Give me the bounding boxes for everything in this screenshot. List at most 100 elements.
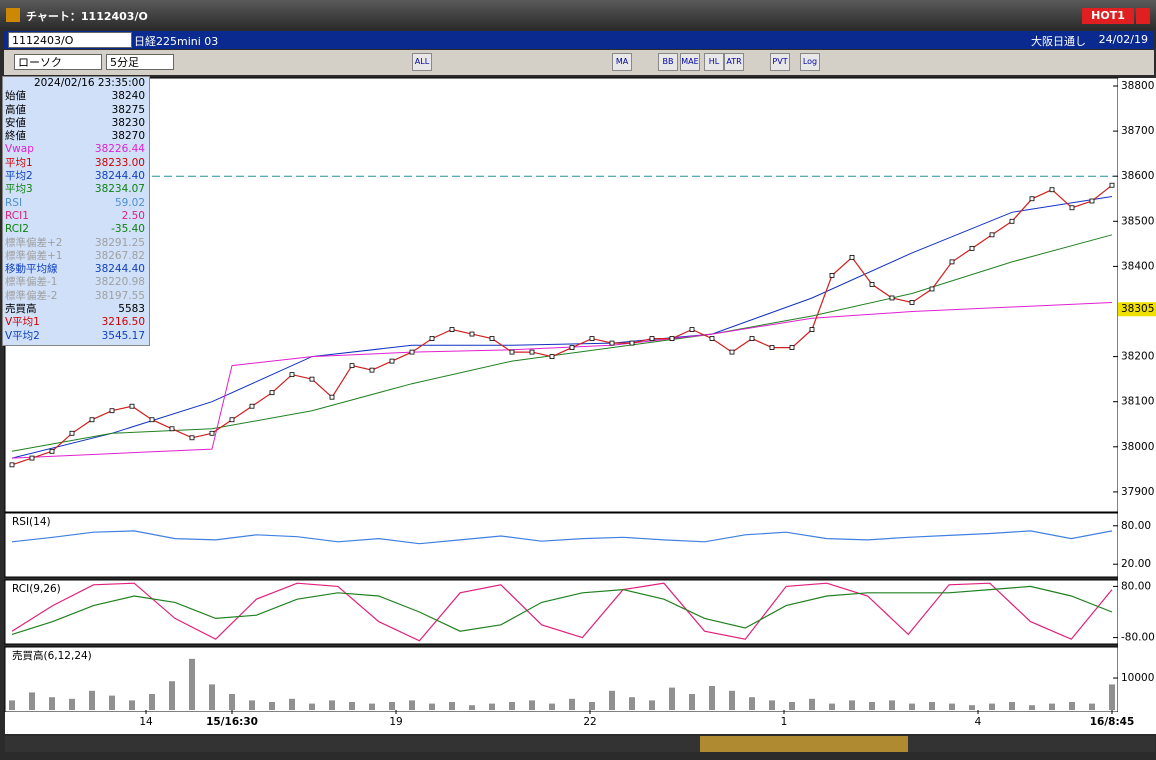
info-label: 標準偏差+2	[5, 236, 63, 249]
info-value: 38234.07	[94, 183, 145, 196]
timeframe-select[interactable]: 5分足	[106, 54, 174, 70]
toolbar-button[interactable]: MAE	[680, 53, 700, 71]
volume-bar	[329, 700, 335, 710]
candle	[1029, 196, 1035, 202]
exchange: 大阪日通し	[1031, 35, 1086, 48]
info-row: 平均2 38244.40	[3, 170, 149, 183]
candle	[1089, 198, 1095, 204]
info-row: 高値 38275	[3, 104, 149, 117]
info-value: 38233.00	[94, 156, 145, 169]
candle	[189, 435, 195, 441]
volume-bar	[529, 700, 535, 710]
volume-bar	[809, 698, 815, 710]
info-value: 38220.98	[94, 276, 145, 289]
volume-bar	[1049, 703, 1055, 710]
window-title: チャート：1112403/O	[26, 10, 148, 23]
candle	[269, 390, 275, 396]
chart-type-select[interactable]: ローソク	[14, 54, 102, 70]
info-value: -35.40	[111, 223, 145, 236]
hot-badge[interactable]: HOT1	[1082, 8, 1134, 24]
y-tick-label: 38200	[1121, 351, 1154, 363]
x-tick-label: 16/8:45	[1090, 716, 1135, 728]
candle	[969, 245, 975, 251]
candle	[609, 340, 615, 346]
x-tick-label: 4	[975, 716, 982, 728]
instrument-name: 日経225mini 03	[134, 35, 219, 48]
panel-title: RSI(14)	[12, 516, 51, 528]
info-value: 3216.50	[101, 316, 145, 329]
candle	[169, 426, 175, 432]
candle	[109, 408, 115, 414]
volume-bar	[289, 698, 295, 710]
info-label: 標準偏差+1	[5, 249, 63, 262]
panel-title: 売買高(6,12,24)	[12, 649, 92, 662]
candle	[309, 376, 315, 382]
toolbar-button[interactable]: HL	[704, 53, 724, 71]
info-row: 終値 38270	[3, 130, 149, 143]
price-line	[11, 184, 1113, 466]
toolbar-button[interactable]: ATR	[724, 53, 744, 71]
info-panel: 2024/02/16 23:35:00 始値 38240 高値 38275 安値 3823…	[2, 76, 150, 346]
moving-average	[11, 234, 1113, 452]
indicator-line	[11, 585, 1113, 635]
toolbar-button[interactable]: PVT	[770, 53, 790, 71]
info-value: 38267.82	[94, 249, 145, 262]
info-row: 移動平均線 38244.40	[3, 263, 149, 276]
volume-bar	[869, 702, 875, 710]
volume-bar	[889, 700, 895, 710]
info-value: 38226.44	[94, 143, 145, 156]
y-tick-label: 38800	[1121, 80, 1154, 92]
candle	[649, 336, 655, 341]
symbol-select[interactable]: 1112403/O	[8, 32, 132, 48]
info-value: 3545.17	[101, 329, 145, 342]
indicator-line	[11, 582, 1113, 642]
volume-bar	[569, 698, 575, 710]
info-value: 5583	[118, 303, 145, 316]
volume-bar	[849, 700, 855, 710]
candle	[949, 259, 955, 265]
info-row: 始値 38240	[3, 90, 149, 103]
info-label: 標準偏差-1	[5, 276, 58, 289]
toolbar-button[interactable]: ALL	[412, 53, 432, 71]
info-label: 始値	[5, 90, 26, 103]
info-row: 標準偏差-1 38220.98	[3, 276, 149, 289]
info-row: 売買高 5583	[3, 303, 149, 316]
toolbar-button[interactable]: Log	[800, 53, 820, 71]
x-tick-label: 19	[389, 716, 402, 728]
candle	[929, 286, 935, 292]
volume-bar	[69, 698, 75, 710]
y-tick-label: 38700	[1121, 125, 1154, 137]
candle	[69, 430, 75, 436]
info-value: 38291.25	[94, 236, 145, 249]
panel-title: RCI(9,26)	[12, 583, 61, 595]
candle	[889, 295, 895, 301]
date: 24/02/19	[1098, 33, 1148, 46]
candle	[489, 336, 495, 341]
toolbar-button[interactable]: BB	[658, 53, 678, 71]
x-tick-label: 1	[781, 716, 788, 728]
candle	[669, 336, 675, 341]
y-tick-label: 38600	[1121, 170, 1154, 182]
info-value: 38270	[111, 130, 145, 143]
toolbar-button[interactable]: MA	[612, 53, 632, 71]
volume-bar	[409, 700, 415, 710]
info-value: 38240	[111, 90, 145, 103]
y-tick-label: 80.00	[1121, 580, 1151, 592]
info-row: Vwap 38226.44	[3, 143, 149, 156]
price-marker: 38305	[1121, 303, 1154, 315]
info-label: V平均1	[5, 316, 40, 329]
info-label: RCI2	[5, 223, 29, 236]
info-row: 安値 38230	[3, 117, 149, 130]
y-tick-label: 80.00	[1121, 520, 1151, 532]
candle	[449, 327, 455, 332]
info-datetime: 2024/02/16 23:35:00	[33, 77, 145, 89]
volume-bar	[429, 703, 435, 710]
volume-bar	[969, 705, 975, 710]
info-value: 38244.40	[94, 263, 145, 276]
info-label: 移動平均線	[5, 263, 58, 276]
candle	[1069, 205, 1075, 211]
volume-bar	[549, 703, 555, 710]
y-tick-label: 10000	[1121, 672, 1154, 684]
candle	[249, 403, 255, 409]
